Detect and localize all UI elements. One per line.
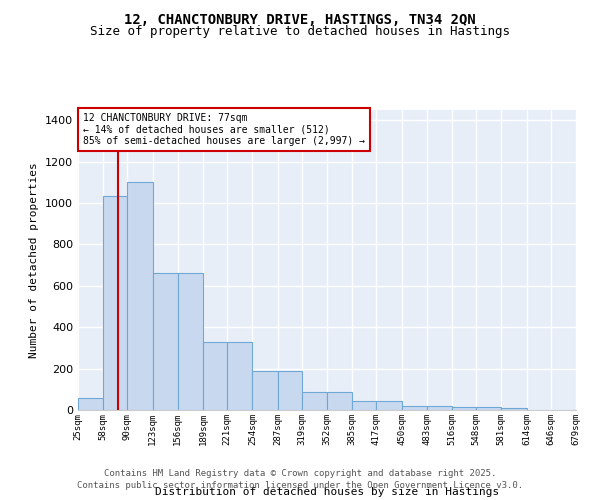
X-axis label: Distribution of detached houses by size in Hastings: Distribution of detached houses by size … xyxy=(155,486,499,496)
Text: 12 CHANCTONBURY DRIVE: 77sqm
← 14% of detached houses are smaller (512)
85% of s: 12 CHANCTONBURY DRIVE: 77sqm ← 14% of de… xyxy=(83,113,365,146)
Bar xyxy=(227,342,253,410)
Bar xyxy=(452,407,476,410)
Bar xyxy=(278,370,302,410)
Bar xyxy=(401,406,427,410)
Bar xyxy=(376,400,401,410)
Bar xyxy=(203,342,227,410)
Bar xyxy=(78,398,103,410)
Text: Contains public sector information licensed under the Open Government Licence v3: Contains public sector information licen… xyxy=(77,481,523,490)
Y-axis label: Number of detached properties: Number of detached properties xyxy=(29,162,40,358)
Bar xyxy=(302,392,327,410)
Text: Size of property relative to detached houses in Hastings: Size of property relative to detached ho… xyxy=(90,25,510,38)
Bar xyxy=(427,406,452,410)
Text: 12, CHANCTONBURY DRIVE, HASTINGS, TN34 2QN: 12, CHANCTONBURY DRIVE, HASTINGS, TN34 2… xyxy=(124,12,476,26)
Bar xyxy=(502,408,527,410)
Text: Contains HM Land Registry data © Crown copyright and database right 2025.: Contains HM Land Registry data © Crown c… xyxy=(104,468,496,477)
Bar xyxy=(476,407,502,410)
Bar xyxy=(352,400,376,410)
Bar xyxy=(152,274,178,410)
Bar xyxy=(327,392,352,410)
Bar xyxy=(178,274,203,410)
Bar xyxy=(253,370,278,410)
Bar xyxy=(103,196,127,410)
Bar xyxy=(127,182,152,410)
